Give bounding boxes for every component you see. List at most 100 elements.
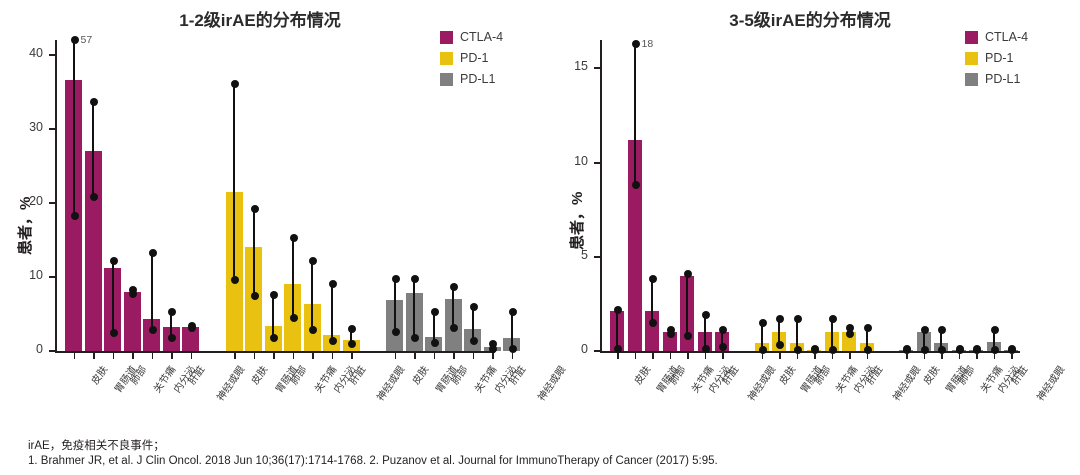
error-bar-upper-marker	[469, 302, 478, 311]
legend-left: CTLA-4 PD-1 PD-L1	[440, 28, 503, 91]
error-bar-upper-marker	[289, 233, 298, 242]
error-bar-line	[616, 309, 618, 350]
error-bar-lower-marker	[70, 212, 79, 221]
error-bar-line	[72, 40, 75, 217]
error-bar-line	[311, 261, 313, 331]
legend-item-label: PD-1	[985, 51, 1014, 65]
error-bar-line	[865, 328, 868, 351]
x-axis-tick	[814, 353, 816, 359]
error-bar-upper-marker	[411, 275, 419, 284]
x-axis-tick	[779, 353, 781, 359]
legend-item-label: CTLA-4	[985, 30, 1029, 44]
legend-right: CTLA-4 PD-1 PD-L1	[965, 28, 1028, 91]
legend-swatch-ctla4	[440, 30, 453, 44]
y-axis-tick	[594, 67, 600, 70]
error-bar-lower-marker	[863, 346, 872, 355]
error-bar-lower-marker	[758, 346, 767, 355]
error-bar-upper-marker	[129, 285, 137, 294]
error-bar-upper-marker	[430, 308, 439, 317]
x-axis-tick	[312, 353, 314, 359]
error-bar-upper-marker	[793, 314, 802, 323]
error-bar-line	[721, 330, 723, 348]
error-bar-lower-marker	[90, 192, 98, 201]
legend-item[interactable]: PD-1	[440, 49, 503, 67]
error-bar-line	[393, 279, 396, 332]
error-bar-lower-marker	[430, 338, 439, 347]
x-axis-tick-label: 神经或眼	[1035, 364, 1068, 404]
legend-item[interactable]: PD-1	[965, 49, 1028, 67]
error-bar-lower-marker	[391, 327, 400, 336]
x-axis-tick	[331, 353, 333, 359]
error-bar-upper-marker	[70, 36, 79, 44]
error-bar-upper-marker	[90, 98, 98, 107]
error-bar-upper-marker	[701, 311, 710, 320]
x-axis-tick-label: 皮肤	[89, 364, 110, 387]
error-bar-line	[686, 273, 688, 336]
error-bar-line	[452, 287, 454, 329]
legend-item[interactable]: PD-L1	[965, 70, 1028, 88]
error-bar-line	[992, 330, 995, 351]
x-axis-tick	[171, 353, 173, 359]
x-axis-tick	[492, 353, 494, 359]
x-axis-tick	[958, 353, 960, 359]
bar	[84, 151, 102, 351]
error-bar-lower-marker	[793, 346, 802, 355]
error-bar-line	[252, 208, 255, 297]
error-bar-lower-marker	[955, 346, 964, 355]
legend-item-label: CTLA-4	[460, 30, 504, 44]
x-axis-tick	[151, 353, 153, 359]
error-bar-lower-marker	[811, 346, 819, 355]
x-axis-tick	[831, 353, 833, 359]
x-axis-tick	[906, 353, 908, 359]
error-bar-lower-marker	[684, 331, 692, 340]
error-bar-lower-marker	[828, 346, 837, 355]
error-bar-upper-marker	[489, 339, 497, 348]
bar	[182, 327, 199, 351]
legend-item[interactable]: CTLA-4	[965, 28, 1028, 46]
error-bar-line	[413, 279, 415, 339]
error-bar-line	[633, 43, 636, 186]
bar-value-annotation: 57	[80, 34, 93, 46]
error-bar-lower-marker	[348, 340, 356, 349]
x-axis-tick	[273, 353, 275, 359]
error-bar-lower-marker	[289, 313, 298, 322]
error-bar-lower-marker	[649, 318, 657, 327]
error-bar-lower-marker	[450, 324, 458, 333]
error-bar-upper-marker	[719, 326, 727, 335]
y-axis-tick-label: 0	[581, 342, 588, 356]
y-axis-tick-label: 30	[29, 119, 43, 134]
x-axis-tick-label: 皮肤	[249, 364, 271, 387]
error-bar-line	[111, 260, 114, 334]
footnote-line-2: 1. Brahmer JR, et al. J Clin Oncol. 2018…	[28, 455, 718, 467]
legend-item-label: PD-1	[460, 51, 489, 65]
y-axis-tick	[594, 350, 600, 352]
x-axis-tick	[976, 353, 978, 359]
x-axis-tick	[722, 353, 724, 359]
error-bar-upper-marker	[758, 318, 767, 327]
error-bar-line	[760, 322, 763, 351]
y-axis-tick-label: 40	[29, 45, 43, 60]
y-axis-tick-label: 10	[574, 153, 588, 168]
x-axis-tick	[93, 353, 95, 359]
error-bar-line	[795, 318, 798, 351]
y-axis-tick	[49, 127, 55, 130]
legend-swatch-pd1	[965, 51, 978, 65]
x-axis-tick-label: 神经或眼	[746, 364, 779, 404]
legend-item-label: PD-L1	[985, 72, 1021, 86]
chart-panel-right: 3-5级irAE的分布情况 患者，% 0 5 10 15 皮肤 18 胃肠道 肺部 关节痛 内分泌…	[560, 0, 1080, 430]
y-axis-tick	[49, 53, 55, 56]
y-axis-tick-label: 15	[574, 59, 588, 74]
error-bar-lower-marker	[129, 289, 137, 298]
error-bar-line	[432, 312, 435, 343]
error-bar-line	[150, 253, 153, 330]
error-bar-line	[830, 318, 833, 351]
x-axis-tick	[73, 353, 75, 359]
x-axis-tick	[796, 353, 798, 359]
legend-item[interactable]: PD-L1	[440, 70, 503, 88]
legend-swatch-pdl1	[965, 72, 978, 86]
error-bar-upper-marker	[508, 307, 517, 316]
error-bar-line	[170, 312, 172, 338]
legend-item[interactable]: CTLA-4	[440, 28, 503, 46]
error-bar-upper-marker	[863, 324, 872, 333]
error-bar-line	[922, 330, 925, 351]
